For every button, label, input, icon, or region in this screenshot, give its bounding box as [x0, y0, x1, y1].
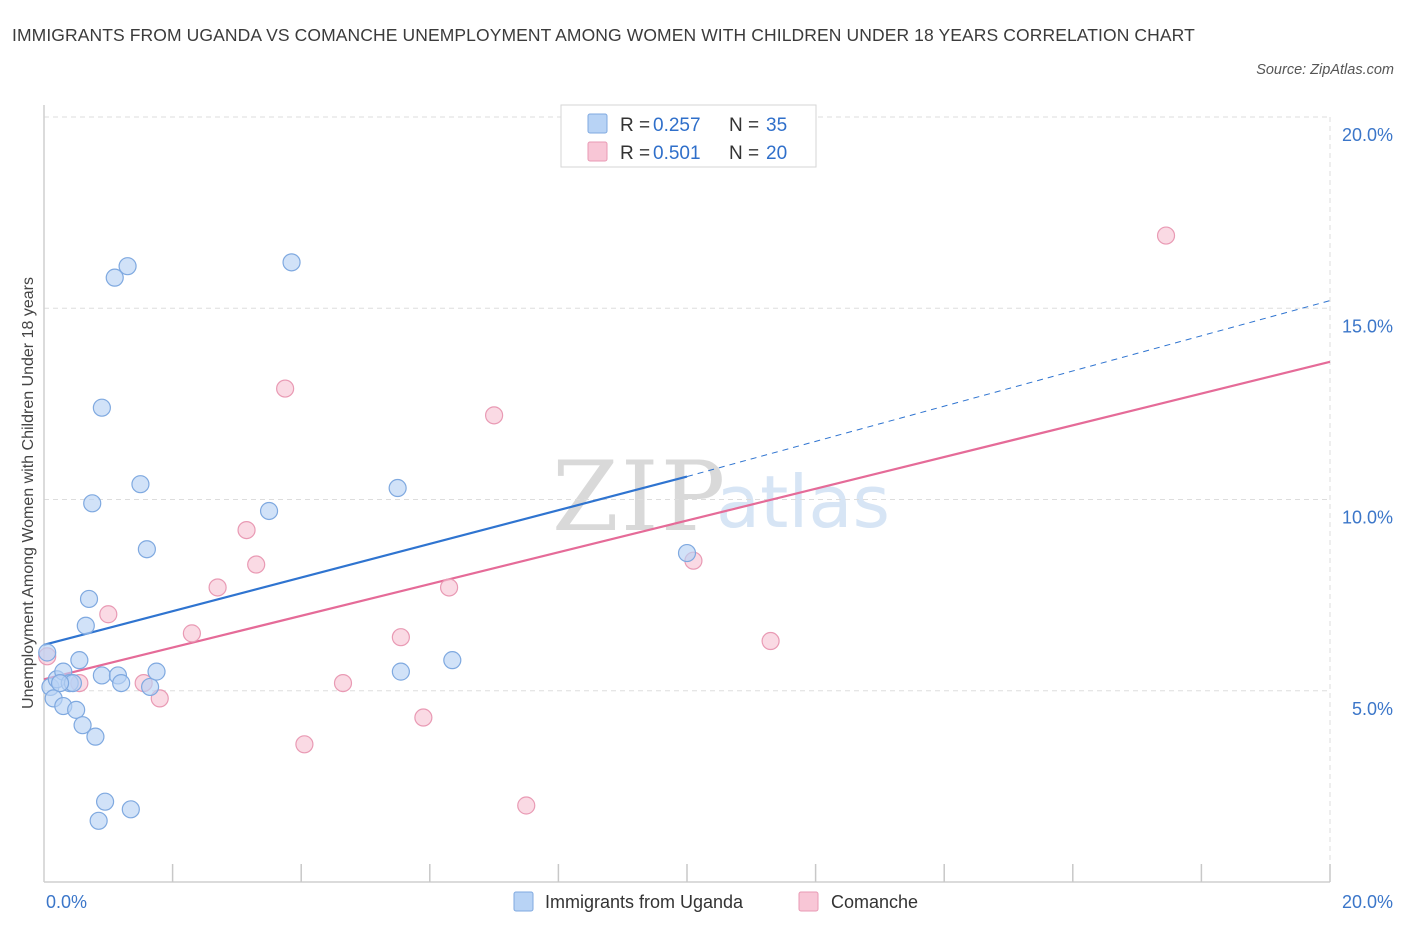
y-tick-label-2: 15.0% [1342, 316, 1393, 336]
uganda-point-13 [83, 494, 102, 513]
uganda-point-22 [118, 257, 137, 276]
y-tick-label-1: 10.0% [1342, 508, 1393, 528]
comanche-point-18 [761, 631, 780, 651]
x-tick-labels: 0.0% 20.0% [46, 892, 1393, 912]
legend-n-value-uganda: 35 [766, 115, 787, 136]
uganda-point-10 [73, 716, 92, 735]
uganda-point-31 [391, 662, 410, 681]
uganda-points [38, 253, 697, 830]
uganda-point-8 [67, 700, 86, 719]
uganda-point-9 [70, 651, 89, 670]
y-tick-label-0: 5.0% [1352, 699, 1393, 719]
legend-r-label-uganda: R = [620, 115, 655, 136]
watermark: ZIP atlas [552, 441, 890, 553]
uganda-point-0 [38, 643, 57, 662]
uganda-point-17 [92, 666, 111, 685]
uganda-point-33 [677, 543, 697, 563]
y-tick-labels: 5.0% 10.0% 15.0% 20.0% [1342, 125, 1393, 719]
trendline-uganda [43, 475, 688, 646]
uganda-point-32 [443, 651, 462, 670]
watermark-atlas: atlas [716, 460, 890, 544]
uganda-point-14 [86, 727, 105, 746]
comanche-point-5 [182, 624, 201, 643]
legend-r-value-comanche: 0.501 [653, 143, 701, 164]
y-tick-label-3: 20.0% [1342, 125, 1393, 145]
series-legend-swatch-comanche [798, 891, 819, 912]
uganda-point-28 [259, 501, 279, 521]
legend-n-label-uganda: N = [729, 115, 764, 136]
series-legend-label-uganda: Immigrants from Uganda [545, 892, 744, 912]
uganda-point-29 [282, 253, 301, 272]
comanche-point-6 [208, 578, 227, 597]
series-legend-label-comanche: Comanche [831, 892, 918, 912]
trendline-comanche [43, 360, 1331, 681]
legend-swatch-uganda [587, 113, 608, 134]
uganda-point-34 [50, 673, 70, 693]
uganda-point-30 [388, 478, 407, 498]
series-legend: Immigrants from Uganda Comanche [513, 891, 918, 912]
uganda-point-25 [137, 540, 156, 559]
x-tick-label-0: 0.0% [46, 892, 87, 912]
comanche-point-15 [485, 406, 504, 425]
legend-r-label-comanche: R = [620, 143, 655, 164]
series-legend-swatch-uganda [513, 891, 534, 912]
uganda-point-21 [112, 673, 131, 693]
uganda-point-27 [147, 662, 166, 681]
legend-n-value-comanche: 20 [766, 143, 787, 164]
gridlines [44, 116, 1331, 882]
x-ticks [171, 864, 1331, 882]
uganda-point-18 [95, 792, 115, 811]
comanche-point-2 [99, 605, 118, 624]
uganda-point-24 [131, 475, 150, 494]
comanche-point-11 [333, 673, 353, 693]
uganda-point-15 [89, 811, 108, 830]
trendline-uganda-extension [686, 300, 1331, 478]
comanche-point-16 [517, 796, 536, 815]
legend-r-value-uganda: 0.257 [653, 115, 701, 136]
chart-title: IMMIGRANTS FROM UGANDA VS COMANCHE UNEMP… [12, 25, 1195, 45]
comanche-points [38, 226, 1176, 815]
comanche-point-19 [1156, 226, 1176, 245]
x-tick-label-1: 20.0% [1342, 892, 1393, 912]
watermark-zip: ZIP [552, 441, 727, 553]
uganda-point-26 [140, 677, 160, 697]
uganda-point-23 [121, 800, 140, 819]
comanche-point-12 [391, 628, 410, 647]
trendlines [43, 300, 1331, 681]
chart-source: Source: ZipAtlas.com [1256, 62, 1394, 78]
legend-swatch-comanche [587, 141, 608, 162]
comanche-point-7 [237, 520, 256, 540]
uganda-point-12 [79, 589, 99, 609]
stats-legend: R = 0.257 N = 35 R = 0.501 N = 20 [560, 104, 817, 168]
uganda-point-11 [76, 616, 95, 635]
uganda-point-19 [105, 268, 124, 287]
comanche-point-13 [414, 708, 433, 727]
y-axis-title: Unemployment Among Women with Children U… [20, 277, 37, 709]
comanche-point-10 [295, 735, 314, 754]
comanche-point-8 [247, 555, 266, 574]
comanche-point-9 [276, 379, 295, 398]
uganda-point-16 [92, 398, 111, 417]
legend-n-label-comanche: N = [729, 143, 764, 164]
comanche-point-14 [439, 578, 459, 597]
